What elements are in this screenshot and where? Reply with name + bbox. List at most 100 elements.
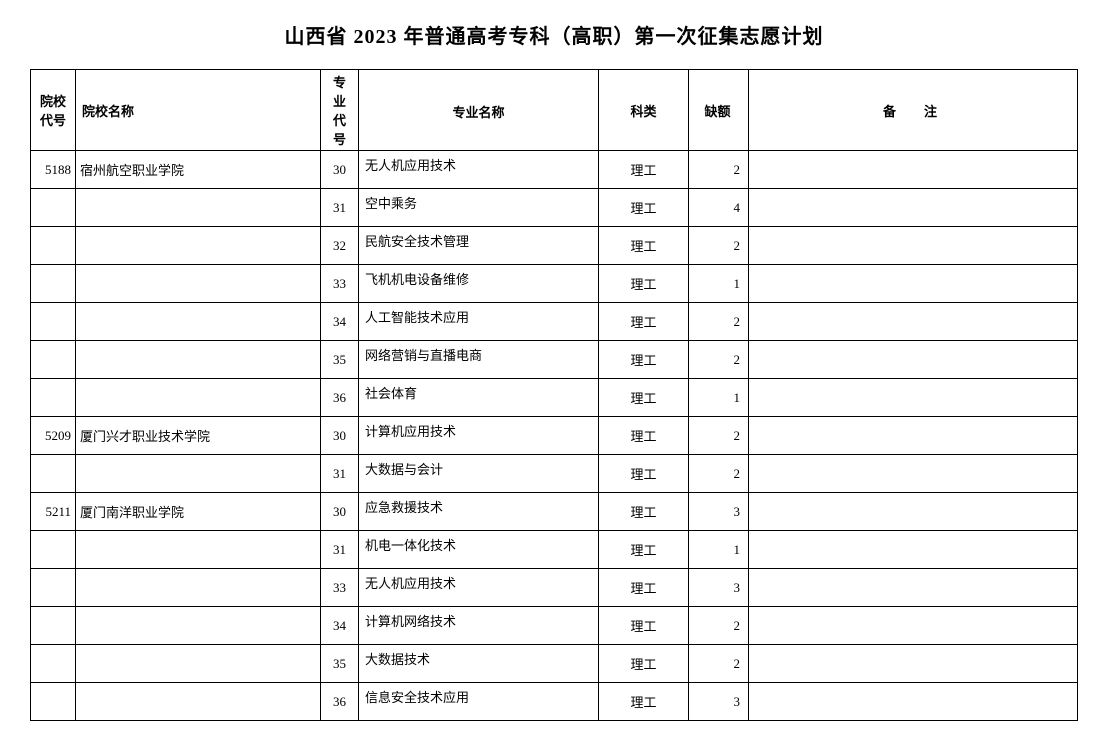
cell-major-name: 机电一体化技术: [359, 531, 599, 569]
cell-vacancy: 1: [689, 531, 749, 569]
table-row: 35大数据技术理工2: [31, 645, 1078, 683]
table-row: 34计算机网络技术理工2: [31, 607, 1078, 645]
cell-school-code: 5188: [31, 151, 76, 189]
table-row: 36信息安全技术应用理工3: [31, 683, 1078, 721]
cell-category: 理工: [599, 303, 689, 341]
cell-vacancy: 2: [689, 341, 749, 379]
header-vacancy: 缺额: [689, 70, 749, 151]
page-title: 山西省 2023 年普通高考专科（高职）第一次征集志愿计划: [30, 20, 1078, 49]
cell-remark: [749, 379, 1078, 417]
cell-vacancy: 2: [689, 151, 749, 189]
cell-major-code: 36: [321, 379, 359, 417]
cell-school-name: [76, 189, 321, 227]
cell-category: 理工: [599, 569, 689, 607]
cell-vacancy: 2: [689, 455, 749, 493]
header-major-code: 专业代号: [321, 70, 359, 151]
cell-major-name: 计算机网络技术: [359, 607, 599, 645]
table-row: 34人工智能技术应用理工2: [31, 303, 1078, 341]
table-row: 33飞机机电设备维修理工1: [31, 265, 1078, 303]
cell-school-name: [76, 303, 321, 341]
cell-vacancy: 2: [689, 417, 749, 455]
table-body: 5188宿州航空职业学院30无人机应用技术理工231空中乘务理工432民航安全技…: [31, 151, 1078, 721]
cell-major-name: 网络营销与直播电商: [359, 341, 599, 379]
header-school-code: 院校代号: [31, 70, 76, 151]
cell-major-name: 社会体育: [359, 379, 599, 417]
cell-school-code: [31, 341, 76, 379]
cell-remark: [749, 645, 1078, 683]
cell-major-code: 36: [321, 683, 359, 721]
cell-major-code: 30: [321, 151, 359, 189]
cell-remark: [749, 531, 1078, 569]
header-school-name: 院校名称: [76, 70, 321, 151]
cell-major-code: 35: [321, 341, 359, 379]
cell-major-name: 计算机应用技术: [359, 417, 599, 455]
cell-school-code: [31, 607, 76, 645]
cell-major-code: 31: [321, 455, 359, 493]
cell-school-code: [31, 455, 76, 493]
cell-school-name: [76, 341, 321, 379]
cell-vacancy: 2: [689, 645, 749, 683]
cell-major-code: 30: [321, 417, 359, 455]
table-row: 5188宿州航空职业学院30无人机应用技术理工2: [31, 151, 1078, 189]
table-row: 31空中乘务理工4: [31, 189, 1078, 227]
cell-major-code: 30: [321, 493, 359, 531]
cell-remark: [749, 417, 1078, 455]
cell-category: 理工: [599, 683, 689, 721]
cell-school-name: [76, 683, 321, 721]
cell-major-name: 飞机机电设备维修: [359, 265, 599, 303]
header-category: 科类: [599, 70, 689, 151]
cell-major-code: 33: [321, 265, 359, 303]
cell-school-code: [31, 379, 76, 417]
cell-category: 理工: [599, 227, 689, 265]
cell-major-name: 信息安全技术应用: [359, 683, 599, 721]
cell-category: 理工: [599, 455, 689, 493]
cell-remark: [749, 151, 1078, 189]
cell-category: 理工: [599, 607, 689, 645]
header-remark: 备注: [749, 70, 1078, 151]
cell-vacancy: 2: [689, 303, 749, 341]
cell-school-name: [76, 227, 321, 265]
cell-category: 理工: [599, 379, 689, 417]
cell-major-name: 空中乘务: [359, 189, 599, 227]
cell-school-code: 5209: [31, 417, 76, 455]
cell-school-name: [76, 569, 321, 607]
cell-remark: [749, 265, 1078, 303]
cell-remark: [749, 189, 1078, 227]
cell-remark: [749, 607, 1078, 645]
cell-major-name: 无人机应用技术: [359, 151, 599, 189]
cell-major-name: 无人机应用技术: [359, 569, 599, 607]
cell-vacancy: 3: [689, 683, 749, 721]
cell-major-name: 民航安全技术管理: [359, 227, 599, 265]
cell-category: 理工: [599, 265, 689, 303]
cell-school-name: 厦门兴才职业技术学院: [76, 417, 321, 455]
cell-vacancy: 1: [689, 265, 749, 303]
table-row: 5211厦门南洋职业学院30应急救援技术理工3: [31, 493, 1078, 531]
cell-school-name: [76, 455, 321, 493]
cell-remark: [749, 683, 1078, 721]
table-header-row: 院校代号 院校名称 专业代号 专业名称 科类 缺额 备注: [31, 70, 1078, 151]
cell-school-code: [31, 265, 76, 303]
cell-vacancy: 4: [689, 189, 749, 227]
cell-school-name: [76, 531, 321, 569]
cell-school-code: [31, 189, 76, 227]
cell-school-code: [31, 569, 76, 607]
cell-school-code: [31, 303, 76, 341]
cell-school-name: [76, 645, 321, 683]
cell-school-name: 厦门南洋职业学院: [76, 493, 321, 531]
cell-school-code: [31, 683, 76, 721]
cell-school-name: 宿州航空职业学院: [76, 151, 321, 189]
cell-remark: [749, 303, 1078, 341]
cell-school-name: [76, 607, 321, 645]
cell-major-name: 大数据与会计: [359, 455, 599, 493]
cell-vacancy: 3: [689, 493, 749, 531]
cell-major-code: 34: [321, 607, 359, 645]
cell-vacancy: 3: [689, 569, 749, 607]
cell-category: 理工: [599, 341, 689, 379]
cell-major-name: 大数据技术: [359, 645, 599, 683]
cell-school-name: [76, 265, 321, 303]
table-row: 32民航安全技术管理理工2: [31, 227, 1078, 265]
cell-major-code: 32: [321, 227, 359, 265]
cell-school-code: 5211: [31, 493, 76, 531]
cell-remark: [749, 455, 1078, 493]
header-major-name: 专业名称: [359, 70, 599, 151]
